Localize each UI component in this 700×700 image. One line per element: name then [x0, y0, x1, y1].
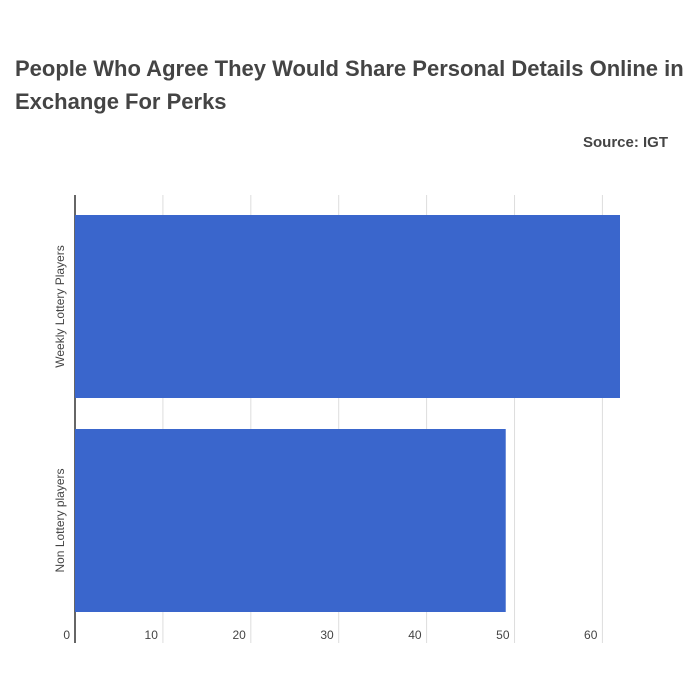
x-tick-label: 60 — [584, 628, 598, 642]
x-tick-label: 40 — [408, 628, 422, 642]
x-tick-label: 20 — [232, 628, 246, 642]
y-tick-label: Weekly Lottery Players — [53, 245, 67, 368]
x-tick-label: 50 — [496, 628, 510, 642]
x-tick-label: 0 — [63, 628, 70, 642]
x-tick-label: 10 — [145, 628, 159, 642]
x-tick-label: 30 — [320, 628, 334, 642]
bar — [75, 215, 620, 398]
y-tick-label: Non Lottery players — [53, 468, 67, 572]
bar — [75, 429, 506, 612]
source: Source: IGT — [582, 134, 668, 151]
chart-title: People Who Agree They Would Share Person… — [15, 56, 684, 114]
